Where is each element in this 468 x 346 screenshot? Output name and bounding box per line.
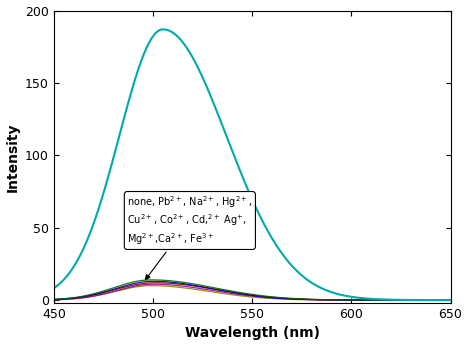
Text: none, Pb$^{2+}$, Na$^{2+}$, Hg$^{2+}$,
Cu$^{2+}$, Co$^{2+}$, Cd,$^{2+}$ Ag$^{+}$: none, Pb$^{2+}$, Na$^{2+}$, Hg$^{2+}$, C… — [127, 194, 253, 280]
Y-axis label: Intensity: Intensity — [6, 122, 20, 192]
X-axis label: Wavelength (nm): Wavelength (nm) — [185, 326, 320, 340]
